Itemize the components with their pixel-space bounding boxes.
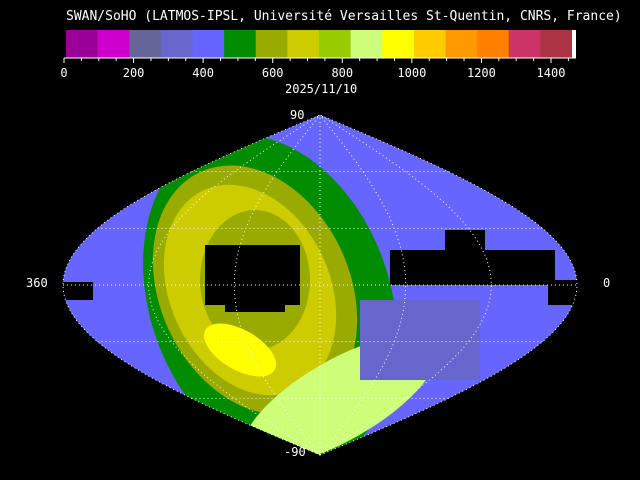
colorbar-tick-label: 600 xyxy=(262,66,284,80)
colorbar-segment xyxy=(350,30,383,58)
colorbar-tick-label: 1400 xyxy=(537,66,566,80)
colorbar-segment xyxy=(572,30,576,58)
grid-meridian xyxy=(62,114,321,456)
colorbar-segment xyxy=(319,30,352,58)
no-data-region xyxy=(548,280,577,305)
colorbar-tick-label: 800 xyxy=(331,66,353,80)
colorbar-segment xyxy=(445,30,478,58)
no-data-region xyxy=(63,282,93,300)
colorbar-tick-label: 200 xyxy=(123,66,145,80)
sky-emission xyxy=(63,135,577,455)
colorbar-segment xyxy=(287,30,320,58)
figure-title: SWAN/SoHO (LATMOS-IPSL, Université Versa… xyxy=(66,9,622,24)
colorbar-segment xyxy=(160,30,193,58)
no-data-region xyxy=(205,245,300,305)
grid-meridian xyxy=(319,114,578,456)
colorbar-segment xyxy=(382,30,415,58)
colorbar: 0 200 400 600 800 1000 1200 1400 xyxy=(60,30,576,80)
colorbar-tick-label: 0 xyxy=(60,66,67,80)
colorbar-tick-label: 1000 xyxy=(397,66,426,80)
lon-left-label: 360 xyxy=(26,276,48,290)
colorbar-tick-label: 1200 xyxy=(467,66,496,80)
colorbar-tick-label: 400 xyxy=(192,66,214,80)
colorbar-segment xyxy=(540,30,573,58)
colorbar-segment xyxy=(224,30,257,58)
lon-right-label: 0 xyxy=(603,276,611,290)
lat-bottom-label: -90 xyxy=(284,445,306,459)
colorbar-segment xyxy=(413,30,446,58)
lat-top-label: 90 xyxy=(290,108,305,122)
emission-region xyxy=(203,323,277,377)
colorbar-segment xyxy=(192,30,225,58)
emission-region xyxy=(360,300,480,380)
no-data-region xyxy=(445,230,485,260)
grid-meridian xyxy=(319,114,492,456)
colorbar-segment xyxy=(255,30,288,58)
colorbar-segment xyxy=(508,30,541,58)
colorbar-segment xyxy=(129,30,162,58)
colorbar-segment xyxy=(97,30,130,58)
colorbar-segment xyxy=(477,30,510,58)
no-data-region xyxy=(225,300,285,312)
date-label: 2025/11/10 xyxy=(285,82,358,96)
grid-meridian xyxy=(148,114,321,456)
colorbar-segment xyxy=(66,30,99,58)
